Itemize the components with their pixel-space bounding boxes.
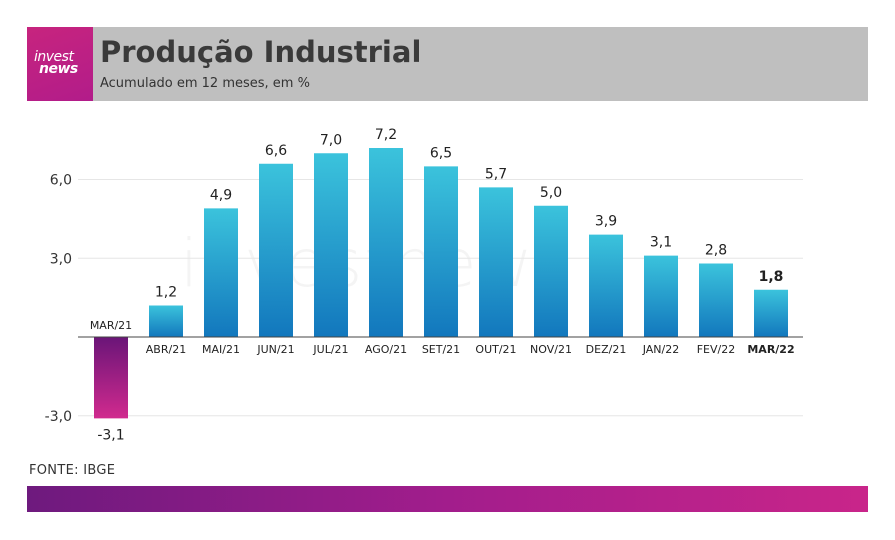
y-tick-label: -3,0 [45, 409, 72, 425]
investnews-logo: invest news [27, 27, 93, 101]
category-label: SET/21 [422, 343, 460, 356]
bar [534, 205, 568, 337]
value-label: 6,5 [430, 145, 452, 161]
bar [369, 148, 403, 337]
category-label: MAR/22 [747, 343, 794, 356]
value-label: 3,9 [595, 214, 617, 230]
category-label: FEV/22 [697, 343, 736, 356]
value-label: 1,8 [759, 269, 784, 285]
bar [424, 166, 458, 337]
value-label: 6,6 [265, 143, 287, 159]
footer-bar [27, 486, 868, 512]
y-tick-label: 6,0 [50, 173, 72, 189]
bar [754, 289, 788, 337]
category-label: OUT/21 [475, 343, 516, 356]
category-label: MAI/21 [202, 343, 240, 356]
value-label: 1,2 [155, 285, 177, 301]
value-label: 5,0 [540, 185, 562, 201]
category-label: DEZ/21 [586, 343, 627, 356]
value-label: 7,0 [320, 132, 342, 148]
chart-title: Produção Industrial [100, 35, 422, 69]
bar [149, 305, 183, 337]
value-label: 5,7 [485, 166, 507, 182]
value-label: 7,2 [375, 127, 397, 143]
category-label: AGO/21 [365, 343, 407, 356]
bar [479, 187, 513, 337]
bar [589, 234, 623, 337]
y-axis-ticks: -3,0 3,0 6,0 [45, 173, 72, 425]
y-tick-label: 3,0 [50, 251, 72, 267]
bar [644, 255, 678, 337]
logo-text-news: news [39, 61, 78, 77]
labels: -3,1 MAR/21 1,2 ABR/21 4,9 MAI/21 6,6 JUN/21 7,0… [90, 127, 795, 443]
bar [314, 153, 348, 337]
bar [204, 208, 238, 337]
logo-text-invest: invest [34, 49, 74, 65]
chart-header: invest news Produção Industrial Acumulad… [27, 27, 868, 101]
value-label: 3,1 [650, 235, 672, 251]
value-label: 4,9 [210, 187, 232, 203]
bars [94, 148, 788, 419]
value-label: -3,1 [97, 427, 124, 443]
chart-subtitle: Acumulado em 12 meses, em % [100, 76, 310, 91]
category-label: ABR/21 [146, 343, 186, 356]
value-label: 2,8 [705, 243, 727, 259]
category-label: JUN/21 [256, 343, 294, 356]
source-note: FONTE: IBGE [29, 463, 116, 478]
category-label: MAR/21 [90, 319, 132, 332]
category-label: JAN/22 [642, 343, 680, 356]
bar [94, 337, 128, 419]
category-label: JUL/21 [312, 343, 348, 356]
bar [259, 163, 293, 337]
category-label: NOV/21 [530, 343, 572, 356]
bar [699, 263, 733, 337]
